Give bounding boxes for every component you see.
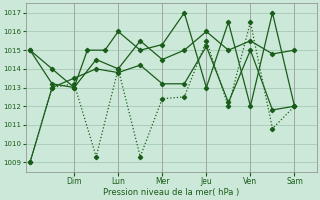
X-axis label: Pression niveau de la mer( hPa ): Pression niveau de la mer( hPa ) — [103, 188, 239, 197]
